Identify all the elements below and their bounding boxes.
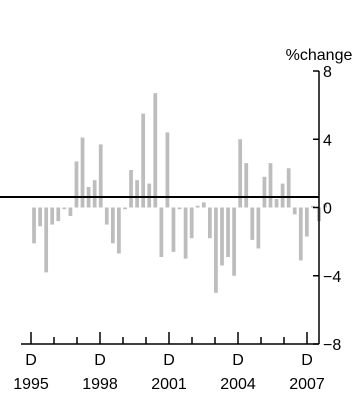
bar	[123, 207, 127, 210]
bars-group	[32, 93, 327, 293]
y-tick-label: 4	[323, 132, 332, 149]
bar	[292, 207, 297, 215]
bar	[262, 176, 267, 208]
bar	[304, 207, 309, 237]
x-ticks-group: D 1995 D 1998 D 2001 D 2004 D 2007	[13, 332, 325, 393]
x-tick-month-label: D	[301, 352, 313, 369]
bar	[32, 207, 36, 244]
bar	[135, 180, 139, 208]
bar	[226, 207, 230, 257]
x-tick-year-label: 2007	[289, 376, 325, 393]
x-tick-year-label: 1998	[82, 376, 118, 393]
bar	[129, 169, 133, 208]
bar	[280, 183, 285, 208]
bar	[92, 180, 97, 208]
bar	[311, 205, 315, 208]
y-tick-label: 8	[323, 64, 332, 81]
x-tick-month-label: D	[25, 352, 37, 369]
bar	[177, 207, 182, 210]
bar	[147, 183, 152, 208]
bar	[68, 207, 73, 217]
bar	[250, 207, 255, 240]
bar	[268, 163, 273, 208]
bar	[117, 207, 121, 254]
bar	[56, 207, 61, 222]
bar	[298, 207, 303, 261]
bar	[256, 207, 261, 249]
x-tick-month-label: D	[94, 352, 106, 369]
bar	[50, 207, 55, 225]
y-tick-label: 0	[323, 201, 332, 218]
bar	[153, 93, 158, 208]
y-tick-label: −4	[323, 269, 341, 286]
bar	[201, 202, 206, 208]
bar	[220, 207, 224, 266]
bar	[98, 144, 103, 208]
x-tick-year-label: 2004	[220, 376, 256, 393]
bar	[110, 207, 115, 244]
bar	[80, 137, 85, 208]
bar	[214, 207, 218, 293]
bar	[189, 207, 194, 239]
bar	[62, 207, 67, 210]
bar	[286, 168, 291, 208]
bar	[141, 113, 146, 208]
bar	[38, 207, 42, 227]
x-tick-month-label: D	[232, 352, 244, 369]
x-tick-year-label: 2001	[151, 376, 187, 393]
bar	[183, 207, 188, 259]
bar	[207, 207, 212, 239]
bar	[238, 139, 243, 208]
bar	[44, 207, 49, 273]
bar	[104, 207, 109, 225]
bar	[244, 163, 249, 208]
bar	[159, 207, 164, 257]
y-tick-label: −8	[323, 337, 341, 354]
bar	[274, 198, 279, 208]
bar	[195, 205, 200, 208]
bar	[165, 132, 170, 208]
bar	[74, 161, 79, 208]
bar	[171, 207, 176, 252]
bar	[232, 207, 236, 276]
bar	[323, 204, 327, 208]
y-axis-unit-label: %change	[286, 47, 353, 64]
x-tick-year-label: 1995	[13, 376, 49, 393]
y-ticks-group: 8 4 0 −4 −8	[313, 64, 341, 354]
x-tick-month-label: D	[163, 352, 175, 369]
